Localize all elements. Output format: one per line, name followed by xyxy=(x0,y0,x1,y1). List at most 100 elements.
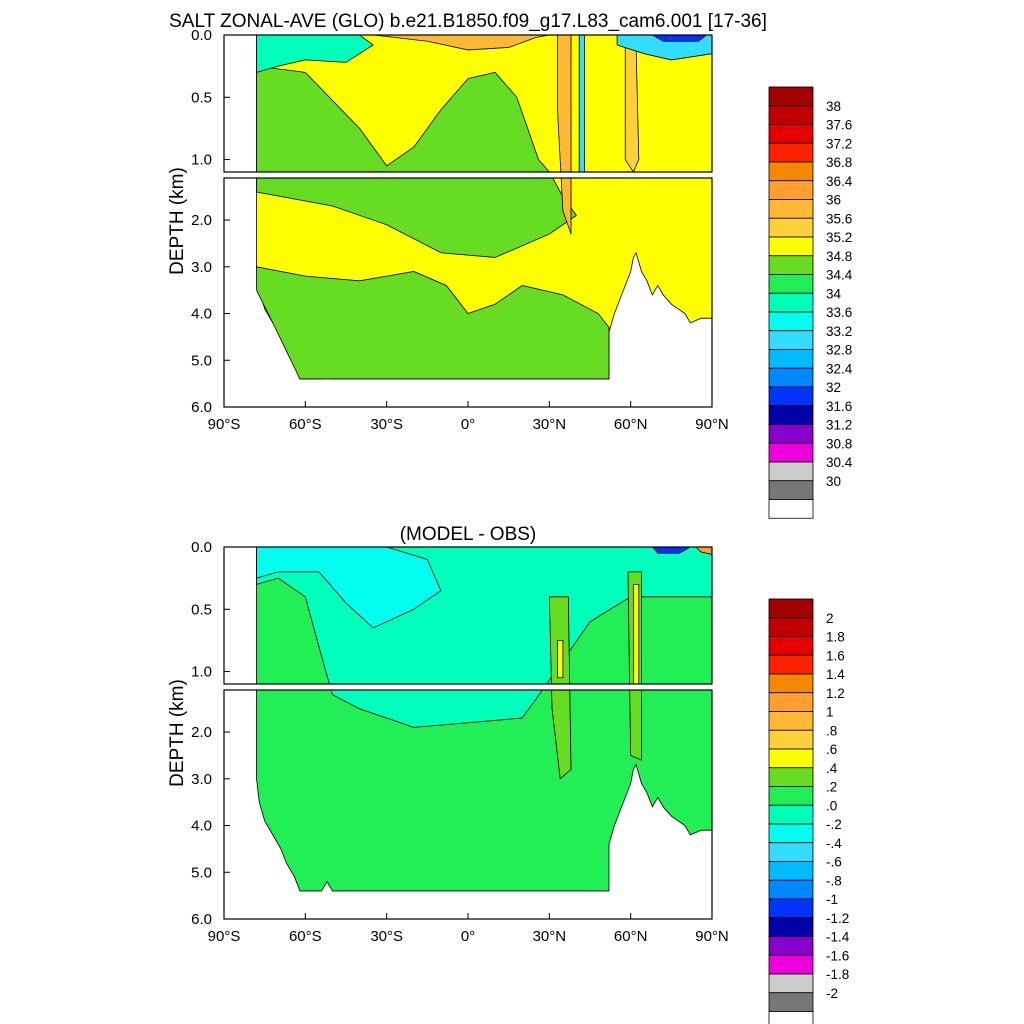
region-subtropical xyxy=(373,35,550,51)
colorbar-label: 34 xyxy=(826,286,842,301)
colorbar-swatch xyxy=(768,142,814,163)
salinity-field xyxy=(256,547,712,892)
colorbar-label: 31.6 xyxy=(826,399,852,414)
colorbar-label: -.6 xyxy=(826,855,842,870)
colorbar-swatch xyxy=(768,1011,814,1024)
colorbar-swatch xyxy=(768,654,814,675)
diff-title: (MODEL - OBS) xyxy=(400,524,537,545)
colorbar-label: -1.2 xyxy=(826,911,849,926)
colorbar-label: 37.6 xyxy=(826,118,852,133)
y-tick-label: 0.0 xyxy=(191,539,212,556)
y-tick-label: 3.0 xyxy=(191,771,212,788)
region-med-plume xyxy=(557,35,572,235)
region-plume-core-1 xyxy=(557,640,564,679)
colorbar-label: 30 xyxy=(826,474,841,489)
y-tick-label: 5.0 xyxy=(191,864,212,881)
colorbar-swatch xyxy=(768,499,814,519)
colorbar-swatch xyxy=(768,311,814,332)
y-tick-label: 2.0 xyxy=(191,724,212,741)
colorbar-label: 2 xyxy=(826,611,834,626)
colorbar-swatch xyxy=(768,973,814,994)
main-title: SALT ZONAL-AVE (GLO) b.e21.B1850.f09_g17… xyxy=(169,11,767,32)
colorbar-swatch xyxy=(768,692,814,712)
colorbar-swatch xyxy=(768,86,814,107)
colorbar-label: 34.4 xyxy=(826,268,853,283)
colorbar-label: -1.6 xyxy=(826,948,849,963)
colorbar-swatch xyxy=(768,636,814,656)
y-axis-label: DEPTH (km) xyxy=(167,167,188,275)
colorbar-swatch xyxy=(768,617,814,637)
salinity-field xyxy=(256,35,712,380)
colorbar-swatch xyxy=(768,823,814,844)
colorbar-swatch xyxy=(768,711,814,731)
colorbar-swatch xyxy=(768,898,814,919)
colorbar-label: -1 xyxy=(826,892,838,907)
region-34p4 xyxy=(256,266,610,380)
colorbar-swatch xyxy=(768,405,814,425)
colorbar-swatch xyxy=(768,917,814,937)
colorbar-swatch xyxy=(768,673,814,694)
colorbar-label: 32.4 xyxy=(826,361,853,376)
colorbar-swatch xyxy=(768,804,814,825)
colorbar-swatch xyxy=(768,124,814,144)
colorbar-label: .6 xyxy=(826,742,837,757)
colorbar-label: -1.8 xyxy=(826,967,849,982)
region-low-strip xyxy=(578,35,585,173)
colorbar-swatch xyxy=(768,292,814,313)
colorbar-swatch xyxy=(768,180,814,200)
y-tick-label: 2.0 xyxy=(191,212,212,229)
y-tick-label: 0.5 xyxy=(191,601,212,618)
x-tick-label: 0° xyxy=(461,416,475,433)
x-tick-label: 90°S xyxy=(208,416,241,433)
colorbar-label: -2 xyxy=(826,986,838,1001)
y-tick-label: 4.0 xyxy=(191,306,212,323)
x-tick-label: 30°S xyxy=(370,416,403,433)
colorbar-swatch xyxy=(768,767,814,787)
colorbar-swatch xyxy=(768,199,814,219)
x-tick-label: 30°N xyxy=(533,416,567,433)
colorbar-label: 36.4 xyxy=(826,174,853,189)
y-tick-label: 1.0 xyxy=(191,152,212,169)
colorbar-label: -.8 xyxy=(826,873,842,888)
colorbar-swatch xyxy=(768,729,814,750)
colorbar-swatch xyxy=(768,480,814,500)
colorbar-swatch xyxy=(768,105,814,125)
colorbar-label: -.2 xyxy=(826,817,842,832)
colorbar-label: 34.8 xyxy=(826,249,852,264)
colorbar-swatch xyxy=(768,748,814,769)
x-tick-label: 90°N xyxy=(695,416,729,433)
x-tick-label: 60°N xyxy=(614,416,648,433)
colorbar-swatch xyxy=(768,386,814,407)
panel-model-minus-obs: 90°S 60°S 30°S 0° 30°N 60°N 90°N0.00.51.02.03.… xyxy=(167,539,850,1024)
colorbar-label: 32 xyxy=(826,380,841,395)
region-arctic-pos xyxy=(694,547,712,555)
colorbar-swatch xyxy=(768,442,814,463)
y-tick-label: 6.0 xyxy=(191,911,212,928)
x-tick-label: 0° xyxy=(461,928,475,945)
region-arctic-2 xyxy=(650,35,708,42)
y-tick-label: 0.0 xyxy=(191,27,212,44)
colorbar-label: 30.4 xyxy=(826,455,853,470)
colorbar-label: 35.6 xyxy=(826,211,852,226)
region-north-plume xyxy=(624,47,640,173)
x-tick-label: 30°S xyxy=(370,928,403,945)
y-axis-label: DEPTH (km) xyxy=(167,679,188,787)
colorbar-label: 1 xyxy=(826,705,834,720)
colorbar-label: .2 xyxy=(826,780,837,795)
x-tick-label: 90°S xyxy=(208,928,241,945)
colorbar-label: 38 xyxy=(826,99,841,114)
x-tick-label: 60°S xyxy=(289,416,322,433)
colorbar-swatch xyxy=(768,461,814,482)
region-southern-neg xyxy=(256,547,442,629)
colorbar-label: -1.4 xyxy=(826,930,850,945)
colorbar-swatch xyxy=(768,424,814,444)
colorbar-swatch xyxy=(768,861,814,881)
colorbar-swatch xyxy=(768,274,814,294)
colorbar-swatch xyxy=(768,786,814,806)
colorbar-swatch xyxy=(768,936,814,956)
x-tick-label: 60°S xyxy=(289,928,322,945)
colorbar-label: 36 xyxy=(826,193,841,208)
colorbar-swatch xyxy=(768,255,814,275)
colorbar-label: .4 xyxy=(826,761,838,776)
